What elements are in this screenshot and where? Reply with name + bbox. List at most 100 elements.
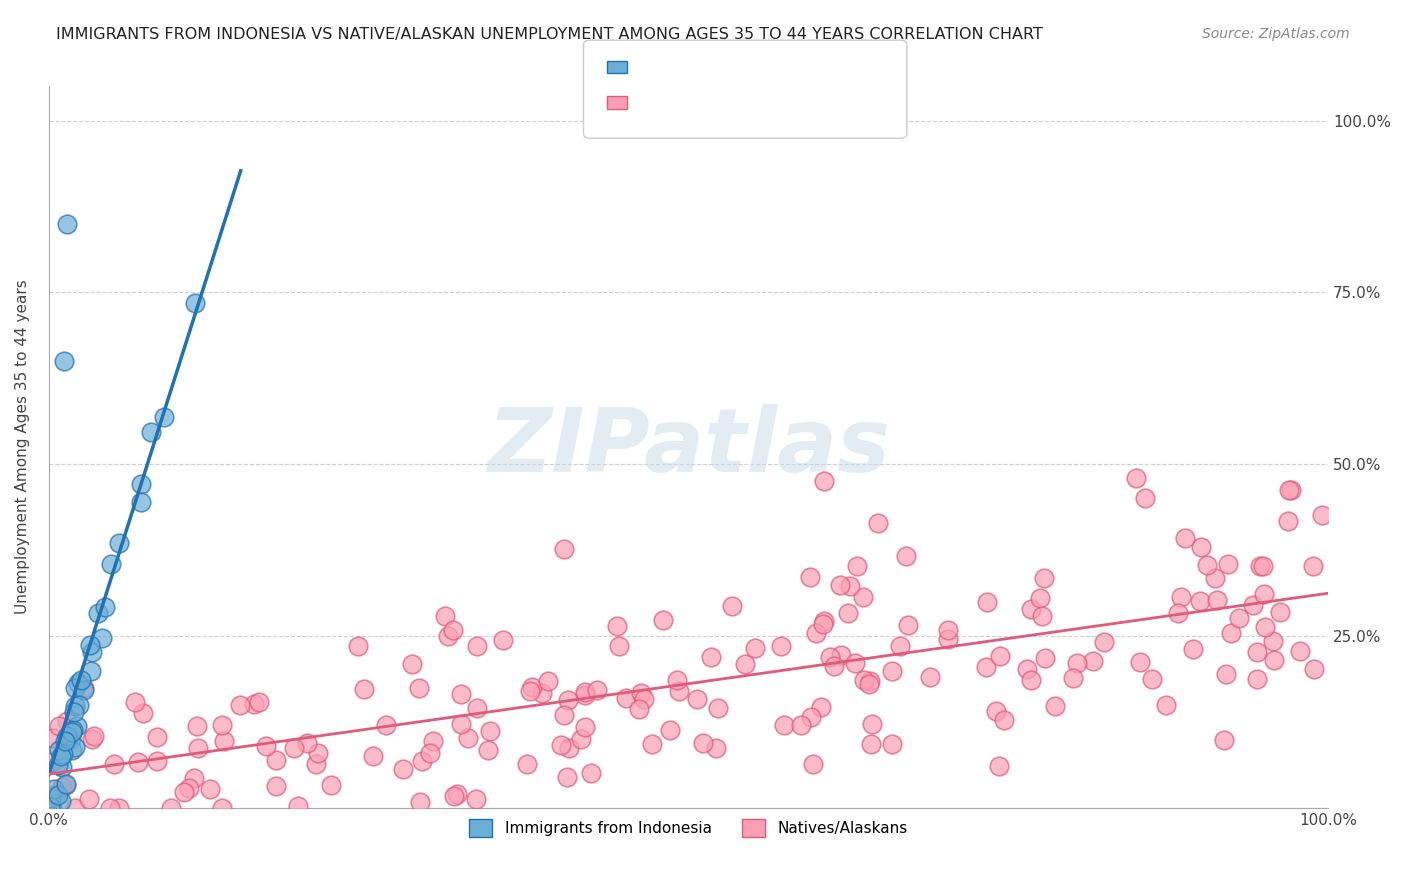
Point <box>894 549 917 564</box>
Point <box>55 733 77 747</box>
Point <box>450 687 472 701</box>
Point <box>1229 611 1251 625</box>
Point <box>1246 645 1268 659</box>
Point <box>478 723 501 738</box>
Point <box>409 795 432 809</box>
Point <box>264 779 287 793</box>
Point <box>860 717 883 731</box>
Point <box>704 741 727 756</box>
Text: ZIPatlas: ZIPatlas <box>486 403 890 491</box>
Point <box>550 738 572 752</box>
Point <box>574 688 596 702</box>
Point <box>183 772 205 786</box>
Point <box>411 755 433 769</box>
Point <box>520 680 543 694</box>
Point <box>41 790 63 805</box>
Point <box>1129 655 1152 669</box>
Point <box>1021 602 1043 616</box>
Point <box>1156 698 1178 712</box>
Point <box>48 742 70 756</box>
Point <box>574 685 596 699</box>
Point <box>813 615 835 629</box>
Point <box>1302 662 1324 676</box>
Point <box>1302 558 1324 573</box>
Text: R = 0.662   N = 191: R = 0.662 N = 191 <box>634 95 801 110</box>
Point <box>1066 656 1088 670</box>
Point <box>586 683 609 698</box>
Point <box>1182 642 1205 657</box>
Point <box>1062 671 1084 685</box>
Point <box>477 743 499 757</box>
Point <box>160 801 183 815</box>
Point <box>392 762 415 776</box>
Point <box>813 474 835 488</box>
Point <box>606 619 628 633</box>
Point <box>129 495 152 509</box>
Point <box>62 705 84 719</box>
Point <box>852 590 875 604</box>
Point <box>465 701 488 715</box>
Point <box>65 681 87 696</box>
Point <box>465 639 488 653</box>
Point <box>41 801 63 815</box>
Point <box>846 558 869 573</box>
Point <box>173 785 195 799</box>
Point <box>804 625 827 640</box>
Y-axis label: Unemployment Among Ages 35 to 44 years: Unemployment Among Ages 35 to 44 years <box>15 280 30 615</box>
Point <box>200 781 222 796</box>
Point <box>1246 672 1268 686</box>
Point <box>70 673 93 687</box>
Point <box>132 706 155 720</box>
Point <box>1261 634 1284 648</box>
Point <box>79 638 101 652</box>
Point <box>889 640 911 654</box>
Point <box>1278 483 1301 497</box>
Point <box>41 755 63 769</box>
Point <box>1263 653 1285 667</box>
Point <box>100 801 122 815</box>
Point <box>700 650 723 665</box>
Point <box>839 578 862 592</box>
Point <box>720 599 742 614</box>
Point <box>38 798 60 813</box>
Point <box>530 686 553 700</box>
Point <box>837 606 859 620</box>
Point <box>145 731 167 745</box>
Point <box>1167 606 1189 620</box>
Point <box>640 737 662 751</box>
Point <box>141 425 163 440</box>
Point <box>49 749 72 764</box>
Point <box>830 648 852 663</box>
Point <box>65 801 87 815</box>
Point <box>633 692 655 706</box>
Point <box>264 753 287 767</box>
Point <box>920 670 942 684</box>
Point <box>48 719 70 733</box>
Point <box>665 673 688 687</box>
Point <box>304 757 326 772</box>
Point <box>107 536 129 550</box>
Point <box>1205 593 1227 607</box>
Point <box>127 756 149 770</box>
Point <box>153 409 176 424</box>
Point <box>801 757 824 772</box>
Point <box>419 746 441 760</box>
Point <box>353 682 375 697</box>
Point <box>283 741 305 756</box>
Point <box>100 558 122 572</box>
Point <box>1189 594 1212 608</box>
Point <box>108 801 131 815</box>
Point <box>976 594 998 608</box>
Point <box>858 677 880 691</box>
Point <box>254 739 277 754</box>
Text: IMMIGRANTS FROM INDONESIA VS NATIVE/ALASKAN UNEMPLOYMENT AMONG AGES 35 TO 44 YEA: IMMIGRANTS FROM INDONESIA VS NATIVE/ALAS… <box>56 27 1043 42</box>
Point <box>67 698 90 712</box>
Point <box>124 695 146 709</box>
Point <box>810 699 832 714</box>
Point <box>1243 598 1265 612</box>
Point <box>1125 471 1147 485</box>
Point <box>46 757 69 772</box>
Point <box>553 541 575 556</box>
Point <box>658 723 681 737</box>
Point <box>866 516 889 530</box>
